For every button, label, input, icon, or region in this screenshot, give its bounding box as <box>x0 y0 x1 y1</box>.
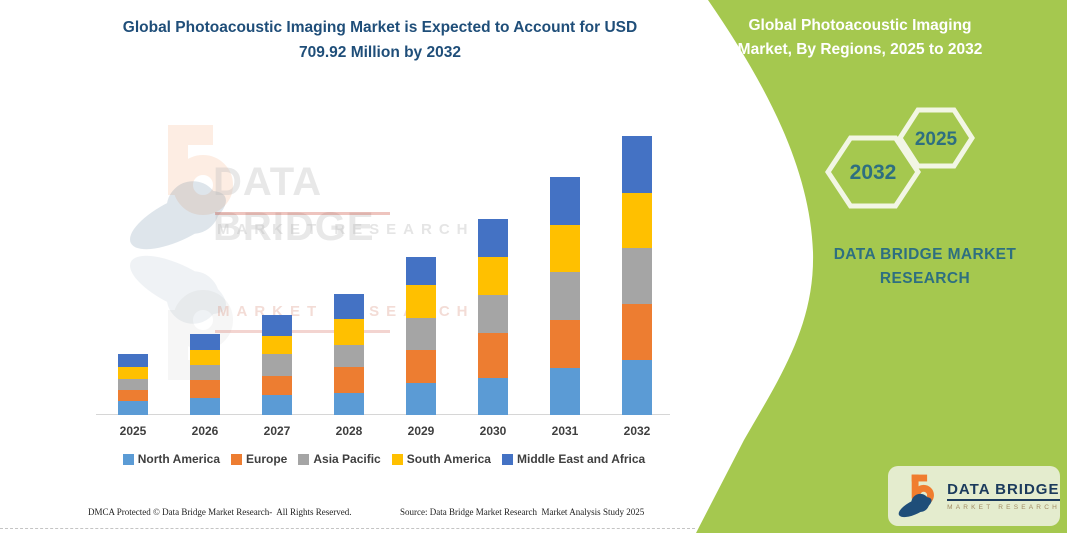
legend-swatch-icon <box>298 453 310 465</box>
bar-segment-2029-middle-east-and-africa <box>406 257 436 285</box>
footer-source: Source: Data Bridge Market Research Mark… <box>400 507 645 517</box>
watermark-underline2 <box>215 330 390 333</box>
footer-copyright: DMCA Protected © Data Bridge Market Rese… <box>88 507 352 517</box>
x-axis-label-2030: 2030 <box>479 424 507 438</box>
bar-segment-2025-middle-east-and-africa <box>118 354 148 367</box>
bar-segment-2026-south-america <box>190 349 220 365</box>
x-axis-label-2031: 2031 <box>551 424 579 438</box>
bar-segment-2028-middle-east-and-africa <box>334 293 364 319</box>
bar-segment-2030-north-america <box>478 378 508 415</box>
bar-segment-2027-middle-east-and-africa <box>262 315 292 336</box>
bar-segment-2027-asia-pacific <box>262 354 292 376</box>
x-axis-line <box>96 414 670 415</box>
bar-segment-2032-north-america <box>622 360 652 415</box>
x-axis-label-2027: 2027 <box>263 424 291 438</box>
bar-segment-2031-middle-east-and-africa <box>550 177 580 226</box>
hexagon-2032-label: 2032 <box>850 161 897 184</box>
bar-segment-2025-europe <box>118 390 148 401</box>
panel-title: Global Photoacoustic Imaging Market, By … <box>737 17 983 59</box>
bar-segment-2025-asia-pacific <box>118 379 148 390</box>
bar-segment-2026-middle-east-and-africa <box>190 333 220 350</box>
hexagon-2025 <box>897 107 975 169</box>
bar-segment-2025-north-america <box>118 401 148 415</box>
logo-b-arm <box>911 474 928 482</box>
bar-segment-2028-south-america <box>334 318 364 345</box>
chart-title: Global Photoacoustic Imaging Market is E… <box>122 19 638 61</box>
legend-swatch-icon <box>391 453 403 465</box>
legend-item-north-america: North America <box>122 452 221 466</box>
watermark-sub-text: MARKET RESEARCH <box>217 221 475 238</box>
legend-label: Asia Pacific <box>313 452 381 466</box>
x-axis-label-2026: 2026 <box>191 424 219 438</box>
bar-segment-2032-middle-east-and-africa <box>622 136 652 194</box>
badge-sub-text: MARKET RESEARCH <box>947 504 1060 511</box>
legend-item-europe: Europe <box>231 452 287 466</box>
bar-segment-2031-asia-pacific <box>550 272 580 320</box>
bar-segment-2026-asia-pacific <box>190 364 220 380</box>
legend-swatch-icon <box>122 453 134 465</box>
bar-segment-2027-europe <box>262 376 292 395</box>
watermark-underline <box>215 212 390 215</box>
x-axis-label-2032: 2032 <box>623 424 651 438</box>
dbmr-logo-badge: DATA BRIDGE MARKET RESEARCH <box>888 466 1060 526</box>
bar-segment-2032-asia-pacific <box>622 248 652 304</box>
watermark-brand-text: DATA BRIDGE <box>213 160 375 249</box>
bar-segment-2029-north-america <box>406 383 436 415</box>
legend-label: North America <box>137 452 221 466</box>
bar-segment-2031-north-america <box>550 367 580 415</box>
bar-segment-2029-south-america <box>406 284 436 318</box>
stacked-bars <box>118 136 652 415</box>
bar-segment-2031-south-america <box>550 225 580 273</box>
bar-segment-2032-south-america <box>622 193 652 248</box>
legend-item-middle-east-and-africa: Middle East and Africa <box>501 452 646 466</box>
bar-segment-2025-south-america <box>118 367 148 379</box>
x-axis-label-2025: 2025 <box>119 424 147 438</box>
bar-segment-2030-middle-east-and-africa <box>478 219 508 257</box>
bar-segment-2032-europe <box>622 304 652 361</box>
bar-segment-2030-asia-pacific <box>478 295 508 334</box>
legend-item-asia-pacific: Asia Pacific <box>298 452 381 466</box>
panel-brand-text: DATA BRIDGE MARKET RESEARCH <box>833 246 1017 288</box>
legend-label: South America <box>406 452 491 466</box>
chart-legend: North America Europe Asia Pacific South Ame… <box>95 452 673 466</box>
footer-divider <box>0 528 695 529</box>
badge-brand-text: DATA BRIDGE <box>947 481 1060 501</box>
watermark-logo-icon <box>130 125 233 250</box>
legend-label: Europe <box>246 452 288 466</box>
bar-segment-2028-north-america <box>334 392 364 415</box>
bar-segment-2028-europe <box>334 366 364 393</box>
bar-segment-2028-asia-pacific <box>334 344 364 367</box>
legend-swatch-icon <box>231 453 243 465</box>
x-axis-label-2029: 2029 <box>407 424 435 438</box>
bar-segment-2029-europe <box>406 349 436 383</box>
legend-label: Middle East and Africa <box>516 452 646 466</box>
logo-b-stem <box>911 474 919 499</box>
bar-segment-2027-north-america <box>262 394 292 415</box>
bar-segment-2031-europe <box>550 320 580 368</box>
hexagon-2025-label: 2025 <box>915 129 958 150</box>
bar-segment-2027-south-america <box>262 336 292 354</box>
green-panel-shape <box>696 0 1067 533</box>
bar-segment-2026-north-america <box>190 397 220 415</box>
x-axis-label-2028: 2028 <box>335 424 363 438</box>
bar-segment-2030-south-america <box>478 257 508 295</box>
hexagon-2032 <box>825 135 921 209</box>
legend-item-south-america: South America <box>391 452 491 466</box>
bar-segment-2026-europe <box>190 379 220 398</box>
legend-swatch-icon <box>501 453 513 465</box>
logo-d-bowl <box>911 493 930 512</box>
dbmr-logo-icon <box>898 474 934 518</box>
hexagon-years: 2032 2025 <box>825 107 975 209</box>
bar-segment-2030-europe <box>478 333 508 378</box>
bar-segment-2029-asia-pacific <box>406 318 436 350</box>
